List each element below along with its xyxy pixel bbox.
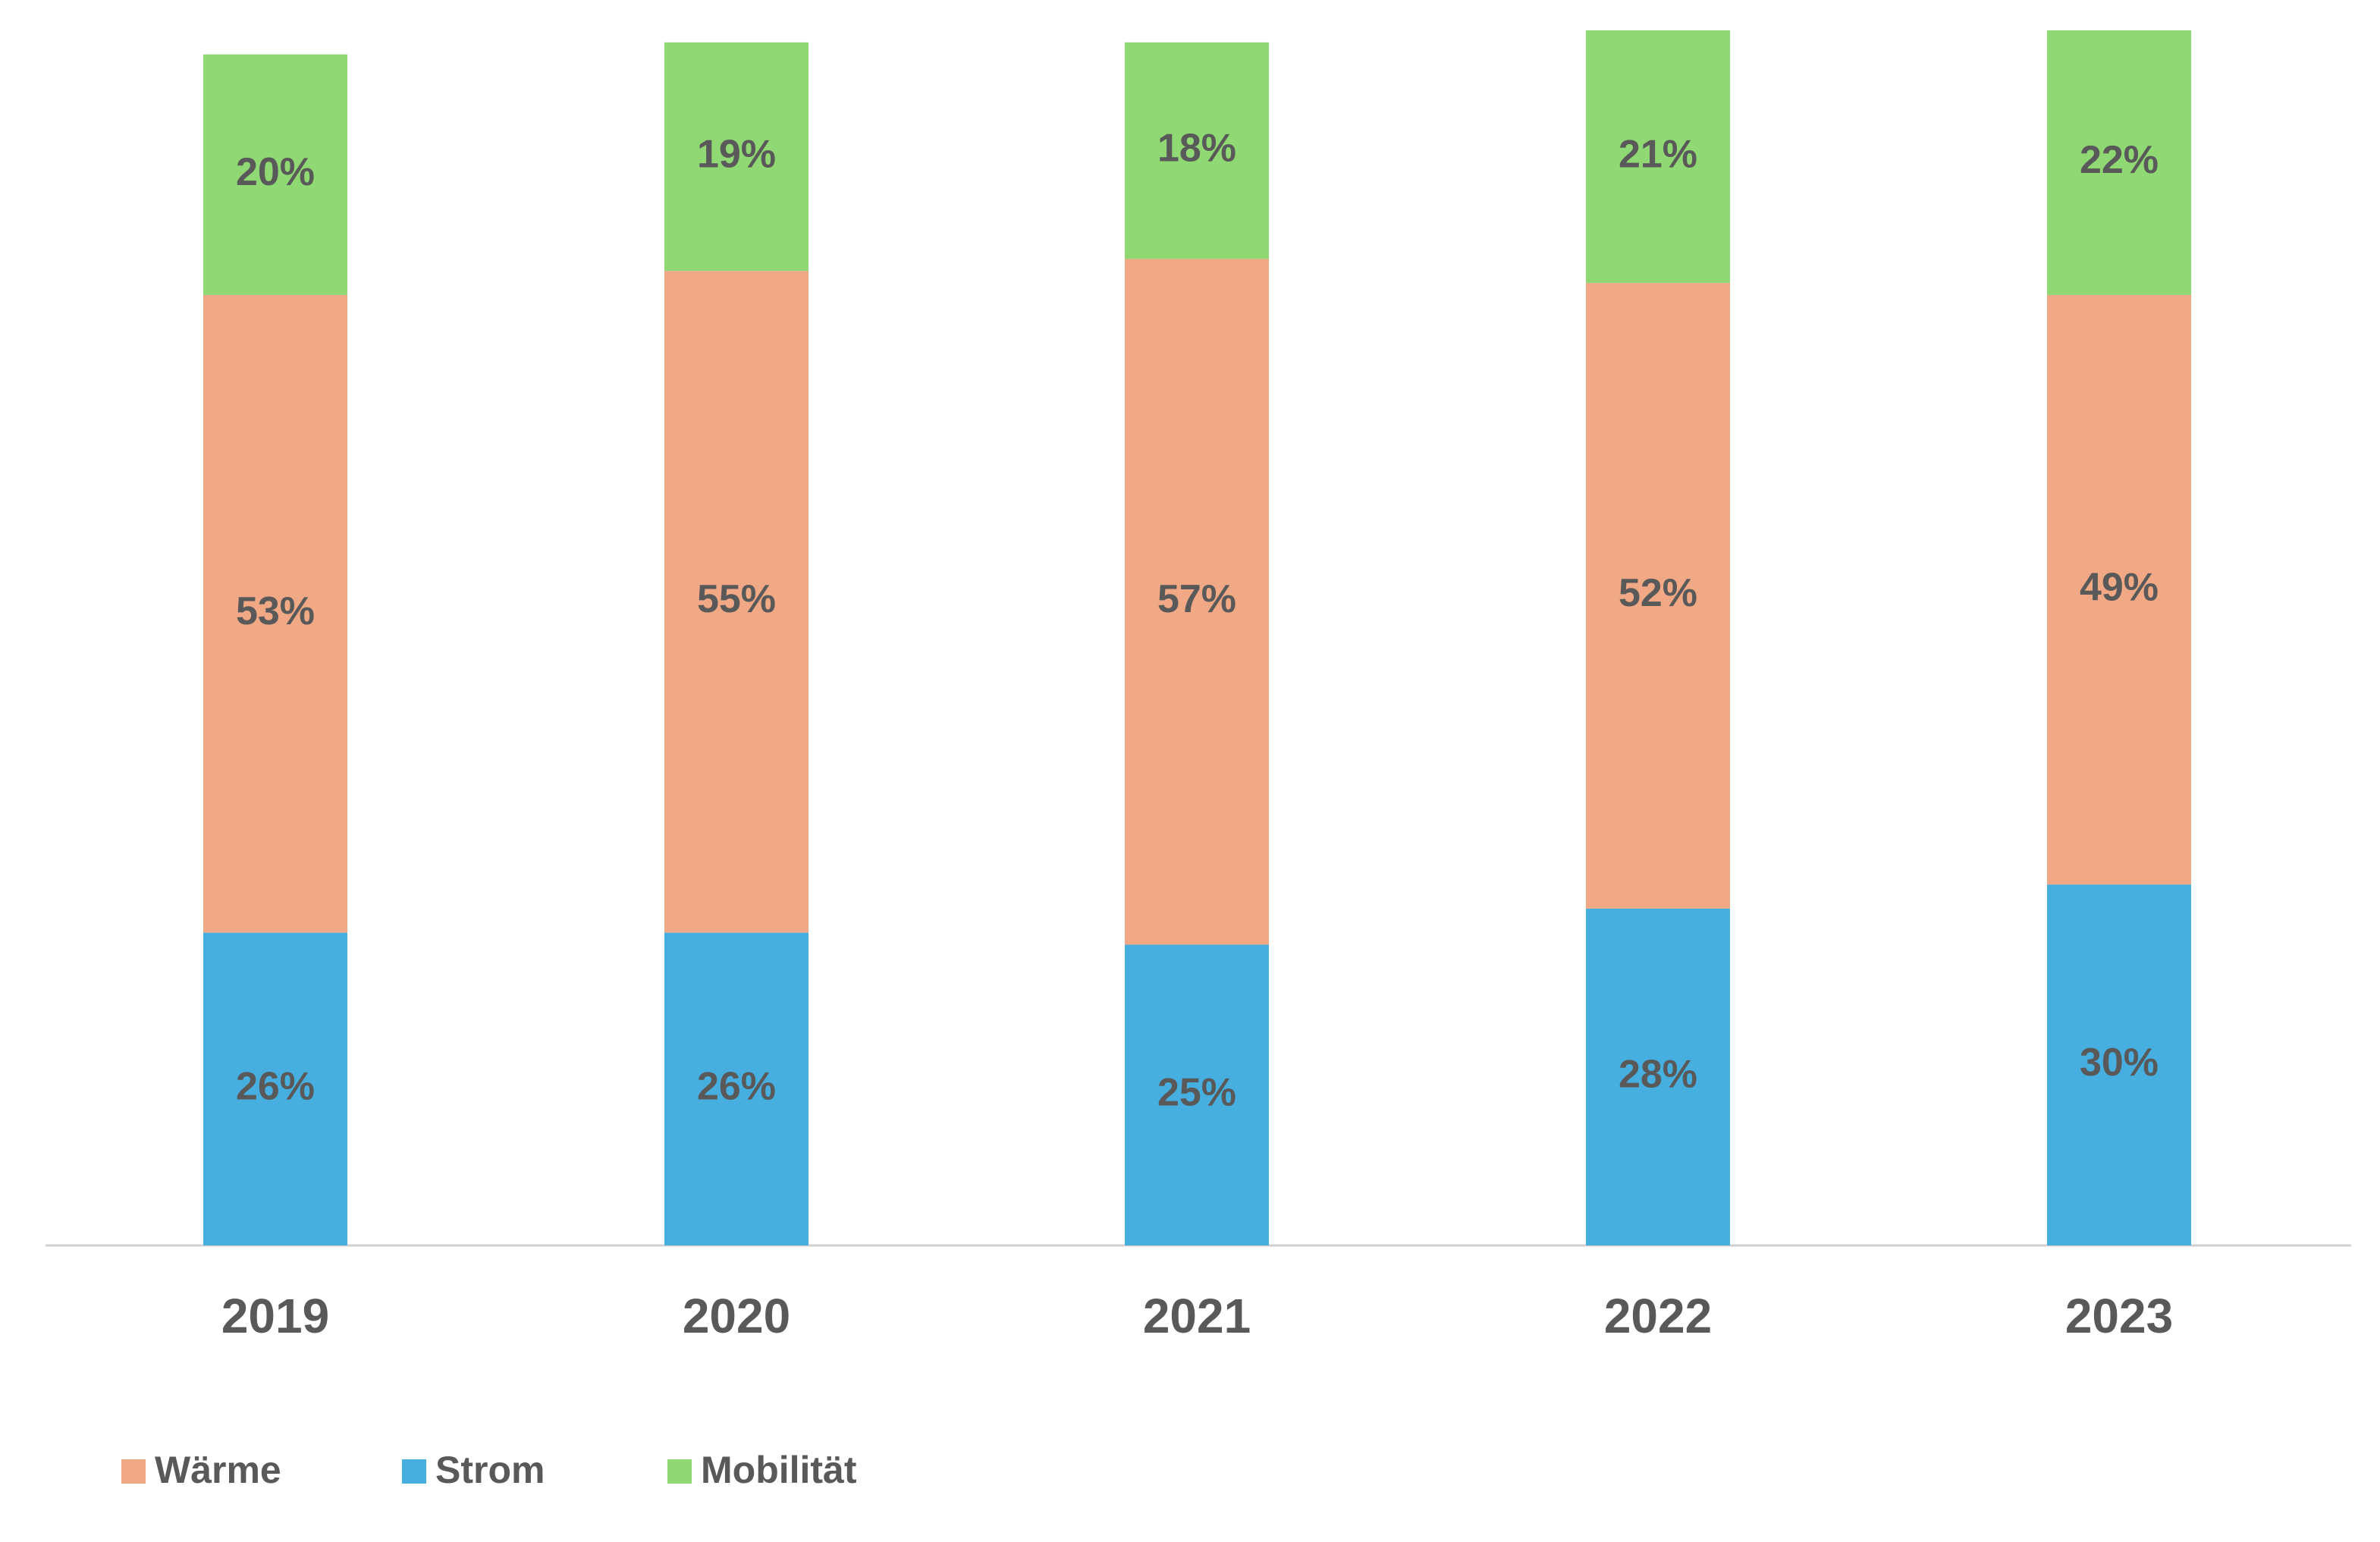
bar-segment <box>2047 294 2191 885</box>
x-tick-label: 2019 <box>221 1289 329 1343</box>
legend-label: Strom <box>435 1449 545 1491</box>
bar-segment <box>1586 283 1730 909</box>
data-label: 18% <box>1157 126 1236 170</box>
bar-segment <box>1586 908 1730 1245</box>
data-label: 30% <box>2080 1041 2159 1085</box>
bar-segment <box>1125 944 1269 1245</box>
x-tick-label: 2022 <box>1604 1289 1712 1343</box>
bar-segment <box>2047 30 2191 295</box>
legend-label: Mobilität <box>701 1449 857 1491</box>
bar-segment <box>203 932 347 1245</box>
data-label: 22% <box>2080 138 2159 182</box>
data-label: 26% <box>697 1065 776 1109</box>
bar-segment <box>1125 259 1269 945</box>
data-label: 20% <box>236 150 315 194</box>
data-label: 57% <box>1157 577 1236 621</box>
data-label: 53% <box>236 589 315 633</box>
bar-segment <box>1586 30 1730 284</box>
legend-label: Wärme <box>155 1449 281 1491</box>
x-tick-label: 2021 <box>1143 1289 1251 1343</box>
legend-swatch <box>121 1459 146 1484</box>
bar-segment <box>203 54 347 295</box>
bar-segment <box>1125 42 1269 259</box>
data-label: 55% <box>697 577 776 621</box>
data-label: 49% <box>2080 565 2159 609</box>
data-label: 28% <box>1619 1053 1697 1097</box>
bar-segment <box>2047 884 2191 1245</box>
x-tick-label: 2020 <box>683 1289 790 1343</box>
bar-segment <box>664 42 809 272</box>
x-tick-label: 2023 <box>2065 1289 2173 1343</box>
data-label: 25% <box>1157 1070 1236 1114</box>
bar-segment <box>664 271 809 933</box>
data-label: 21% <box>1619 132 1697 176</box>
data-label: 52% <box>1619 571 1697 615</box>
legend-swatch <box>667 1459 692 1484</box>
data-label: 26% <box>236 1065 315 1109</box>
legend-swatch <box>402 1459 426 1484</box>
bar-segment <box>664 932 809 1245</box>
data-label: 19% <box>697 132 776 176</box>
bar-segment <box>203 294 347 933</box>
